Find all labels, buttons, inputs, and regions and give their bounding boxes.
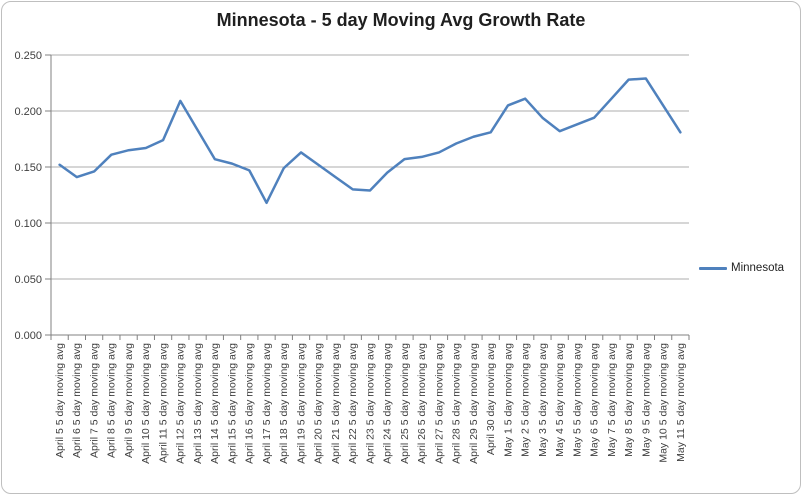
x-axis-label: April 7 5 day moving avg bbox=[88, 343, 100, 458]
x-axis-label: April 25 5 day moving avg bbox=[399, 343, 411, 464]
y-axis-label: 0.150 bbox=[14, 162, 42, 174]
x-axis-label: April 12 5 day moving avg bbox=[175, 343, 187, 464]
y-axis-label: 0.050 bbox=[14, 274, 42, 286]
legend-series-label: Minnesota bbox=[731, 262, 785, 274]
legend-line-icon bbox=[699, 266, 727, 270]
x-axis-label: April 8 5 day moving avg bbox=[106, 343, 118, 458]
legend: Minnesota bbox=[699, 259, 784, 277]
x-axis-label: April 9 5 day moving avg bbox=[123, 343, 135, 458]
x-axis-label: April 17 5 day moving avg bbox=[261, 343, 273, 464]
x-axis-label: April 30 day moving avg bbox=[485, 343, 497, 455]
x-axis-label: April 28 5 day moving avg bbox=[451, 343, 463, 464]
x-axis-label: May 11 5 day moving avg bbox=[675, 343, 687, 462]
x-axis-label: April 16 5 day moving avg bbox=[244, 343, 256, 464]
x-axis-label: April 14 5 day moving avg bbox=[209, 343, 221, 464]
chart-title: Minnesota - 5 day Moving Avg Growth Rate bbox=[216, 10, 586, 30]
x-axis-label: May 3 5 day moving avg bbox=[537, 343, 549, 457]
x-axis-label: April 22 5 day moving avg bbox=[347, 343, 359, 464]
x-axis-label: April 15 5 day moving avg bbox=[226, 343, 238, 464]
x-axis-label: April 26 5 day moving avg bbox=[416, 343, 428, 464]
x-axis-label: May 6 5 day moving avg bbox=[589, 343, 601, 457]
x-axis-label: April 5 5 day moving avg bbox=[54, 343, 66, 458]
x-axis-label: April 13 5 day moving avg bbox=[192, 343, 204, 464]
y-axis-label: 0.250 bbox=[14, 50, 42, 62]
x-axis-label: April 21 5 day moving avg bbox=[330, 343, 342, 464]
x-axis-label: April 10 5 day moving avg bbox=[140, 343, 152, 464]
x-axis-label: April 11 5 day moving avg bbox=[157, 343, 169, 463]
x-axis-label: April 27 5 day moving avg bbox=[433, 343, 445, 464]
y-axis-label: 0.000 bbox=[14, 330, 42, 342]
y-axis-label: 0.200 bbox=[14, 106, 42, 118]
x-axis-label: April 24 5 day moving avg bbox=[382, 343, 394, 464]
x-axis-label: May 1 5 day moving avg bbox=[502, 343, 514, 457]
series-line-minnesota bbox=[58, 77, 682, 205]
x-axis-label: May 8 5 day moving avg bbox=[623, 343, 635, 457]
x-axis-label: April 19 5 day moving avg bbox=[295, 343, 307, 464]
y-axis-label: 0.100 bbox=[14, 218, 42, 230]
x-axis-label: May 4 5 day moving avg bbox=[554, 343, 566, 457]
x-axis-label: April 18 5 day moving avg bbox=[278, 343, 290, 464]
x-axis-label: April 23 5 day moving avg bbox=[364, 343, 376, 464]
x-axis-label: April 20 5 day moving avg bbox=[313, 343, 325, 464]
x-axis-label: May 2 5 day moving avg bbox=[520, 343, 532, 457]
x-axis-label: May 10 5 day moving avg bbox=[657, 343, 669, 463]
x-axis-label: May 9 5 day moving avg bbox=[640, 343, 652, 457]
x-axis-label: April 6 5 day moving avg bbox=[71, 343, 83, 458]
x-axis-label: May 7 5 day moving avg bbox=[606, 343, 618, 457]
x-axis-label: May 5 5 day moving avg bbox=[571, 343, 583, 457]
x-axis-label: April 29 5 day moving avg bbox=[468, 343, 480, 464]
